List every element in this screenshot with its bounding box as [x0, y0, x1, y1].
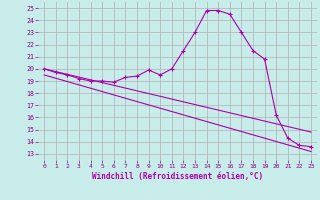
- X-axis label: Windchill (Refroidissement éolien,°C): Windchill (Refroidissement éolien,°C): [92, 172, 263, 181]
